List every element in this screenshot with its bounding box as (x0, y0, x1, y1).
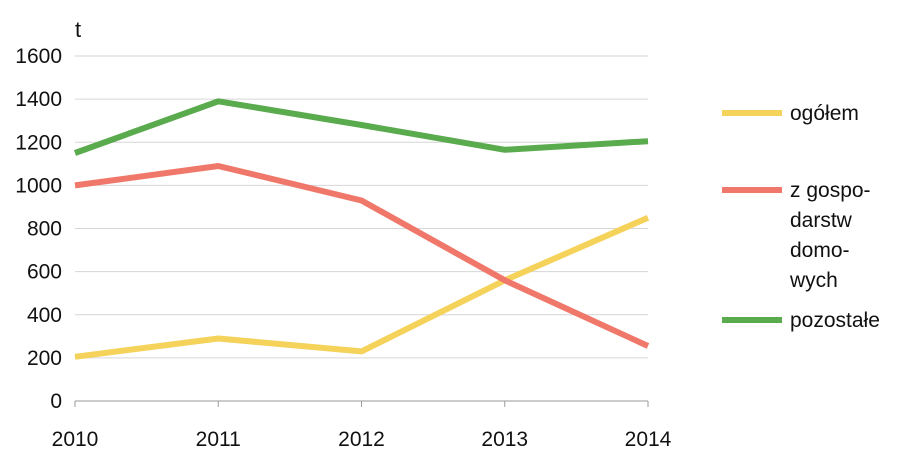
label-layer: 0 200 400 600 800 1000 1200 1400 1600 2010 2011 201… (15, 17, 671, 450)
y-tick-label: 200 (27, 347, 62, 370)
y-tick-label: 0 (50, 390, 62, 413)
y-tick-label: 800 (27, 218, 62, 241)
legend-label: wych (789, 269, 838, 292)
x-tick-label: 2012 (338, 428, 385, 450)
y-tick-label: 1200 (15, 131, 62, 154)
x-tick-label: 2011 (196, 428, 241, 450)
y-tick-label: 600 (27, 261, 62, 284)
grid-layer (75, 55, 648, 402)
x-tick-label: 2013 (481, 428, 528, 450)
y-tick-label: 1000 (15, 174, 62, 197)
y-tick-label: 400 (27, 304, 62, 327)
series-line-2 (74, 163, 650, 349)
series-line-1 (74, 214, 650, 360)
legend-label: ogółem (790, 102, 859, 125)
axis-layer (74, 401, 649, 407)
x-tick-label: 2014 (625, 428, 672, 450)
y-tick-label: 1600 (15, 45, 62, 68)
legend: ogółem z gospo-darstw domo-wych pozostałe (722, 102, 880, 332)
y-unit-label: t (75, 17, 81, 42)
legend-label: pozostałe (790, 309, 880, 332)
series-layer (73, 98, 650, 360)
legend-label: domo- (790, 239, 850, 262)
legend-label: z gospo- (790, 179, 871, 202)
series-line-3 (73, 98, 649, 156)
x-tick-label: 2010 (52, 428, 99, 450)
legend-label: darstw (790, 209, 853, 232)
y-tick-label: 1400 (15, 88, 62, 111)
